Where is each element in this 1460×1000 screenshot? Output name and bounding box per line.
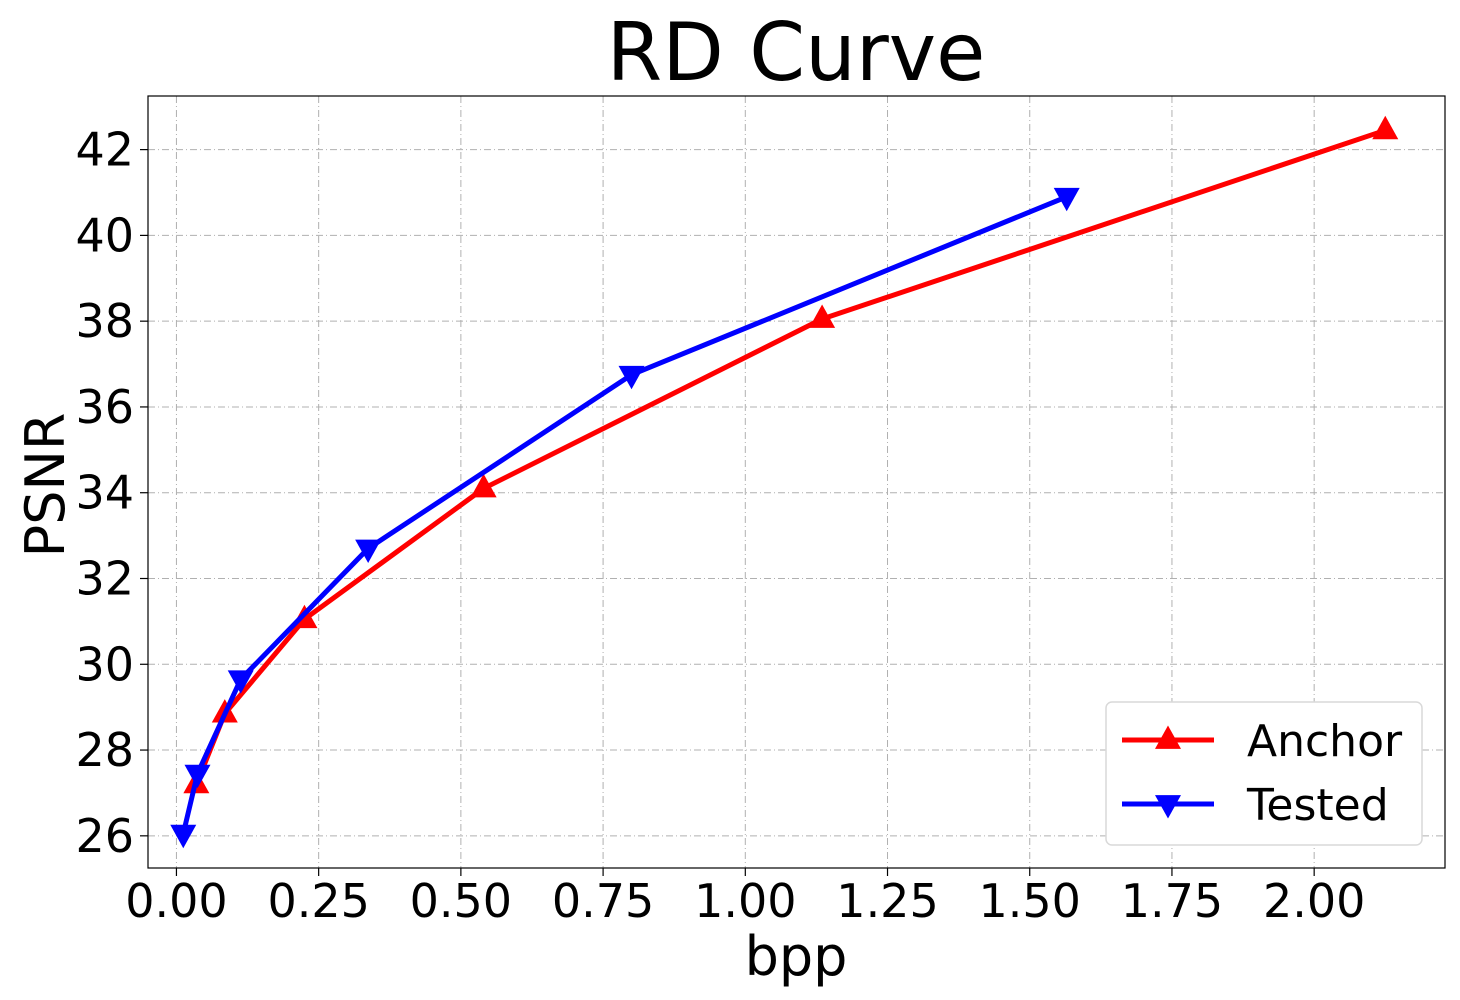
legend-marker-icon <box>1155 725 1181 749</box>
axis-ticks: 0.00 0.25 0.50 0.75 1.00 1.25 1.50 1.75 2.00 26 28… <box>75 123 1365 928</box>
legend-item-tested: Tested <box>1122 780 1389 831</box>
data-point-tested <box>618 365 645 390</box>
series-layer <box>170 115 1399 849</box>
y-tick-label: 34 <box>75 466 134 520</box>
legend-marker-icon <box>1155 795 1181 819</box>
series-line-anchor <box>194 127 1387 786</box>
y-tick-label: 40 <box>75 208 134 262</box>
x-tick-label: 1.50 <box>979 874 1081 928</box>
y-tick-label: 32 <box>75 552 134 606</box>
series-tested <box>170 187 1080 849</box>
y-tick-label: 26 <box>75 809 134 863</box>
x-tick-label: 2.00 <box>1263 874 1365 928</box>
series-line-tested <box>180 194 1068 835</box>
series-anchor <box>183 115 1399 794</box>
y-axis-label: PSNR <box>14 413 77 558</box>
x-tick-label: 0.50 <box>410 874 512 928</box>
y-tick-label: 28 <box>75 723 134 777</box>
legend-label: Anchor <box>1247 716 1403 767</box>
x-tick-label: 1.75 <box>1121 874 1223 928</box>
y-tick-label: 38 <box>75 294 134 348</box>
legend-label: Tested <box>1246 780 1389 831</box>
x-tick-label: 0.25 <box>267 874 369 928</box>
data-point-tested <box>355 539 382 563</box>
grid <box>148 96 1445 868</box>
x-tick-label: 1.00 <box>694 874 796 928</box>
legend-item-anchor: Anchor <box>1122 716 1403 767</box>
x-axis-label: bpp <box>745 925 848 988</box>
data-point-tested <box>170 824 197 849</box>
legend: Anchor Tested <box>1105 701 1423 846</box>
x-tick-label: 1.25 <box>836 874 938 928</box>
x-tick-label: 0.75 <box>552 874 654 928</box>
y-tick-label: 36 <box>75 380 134 434</box>
data-point-tested <box>184 764 211 789</box>
chart-title: RD Curve <box>607 6 986 99</box>
data-point-tested <box>227 670 254 694</box>
data-point-anchor <box>1372 115 1399 140</box>
data-point-tested <box>1053 187 1080 212</box>
data-point-anchor <box>470 473 497 498</box>
plot-frame <box>147 95 1446 869</box>
y-tick-label: 30 <box>75 637 134 691</box>
x-tick-label: 0.00 <box>125 874 227 928</box>
data-point-anchor <box>809 304 836 328</box>
y-tick-label: 42 <box>75 123 134 177</box>
